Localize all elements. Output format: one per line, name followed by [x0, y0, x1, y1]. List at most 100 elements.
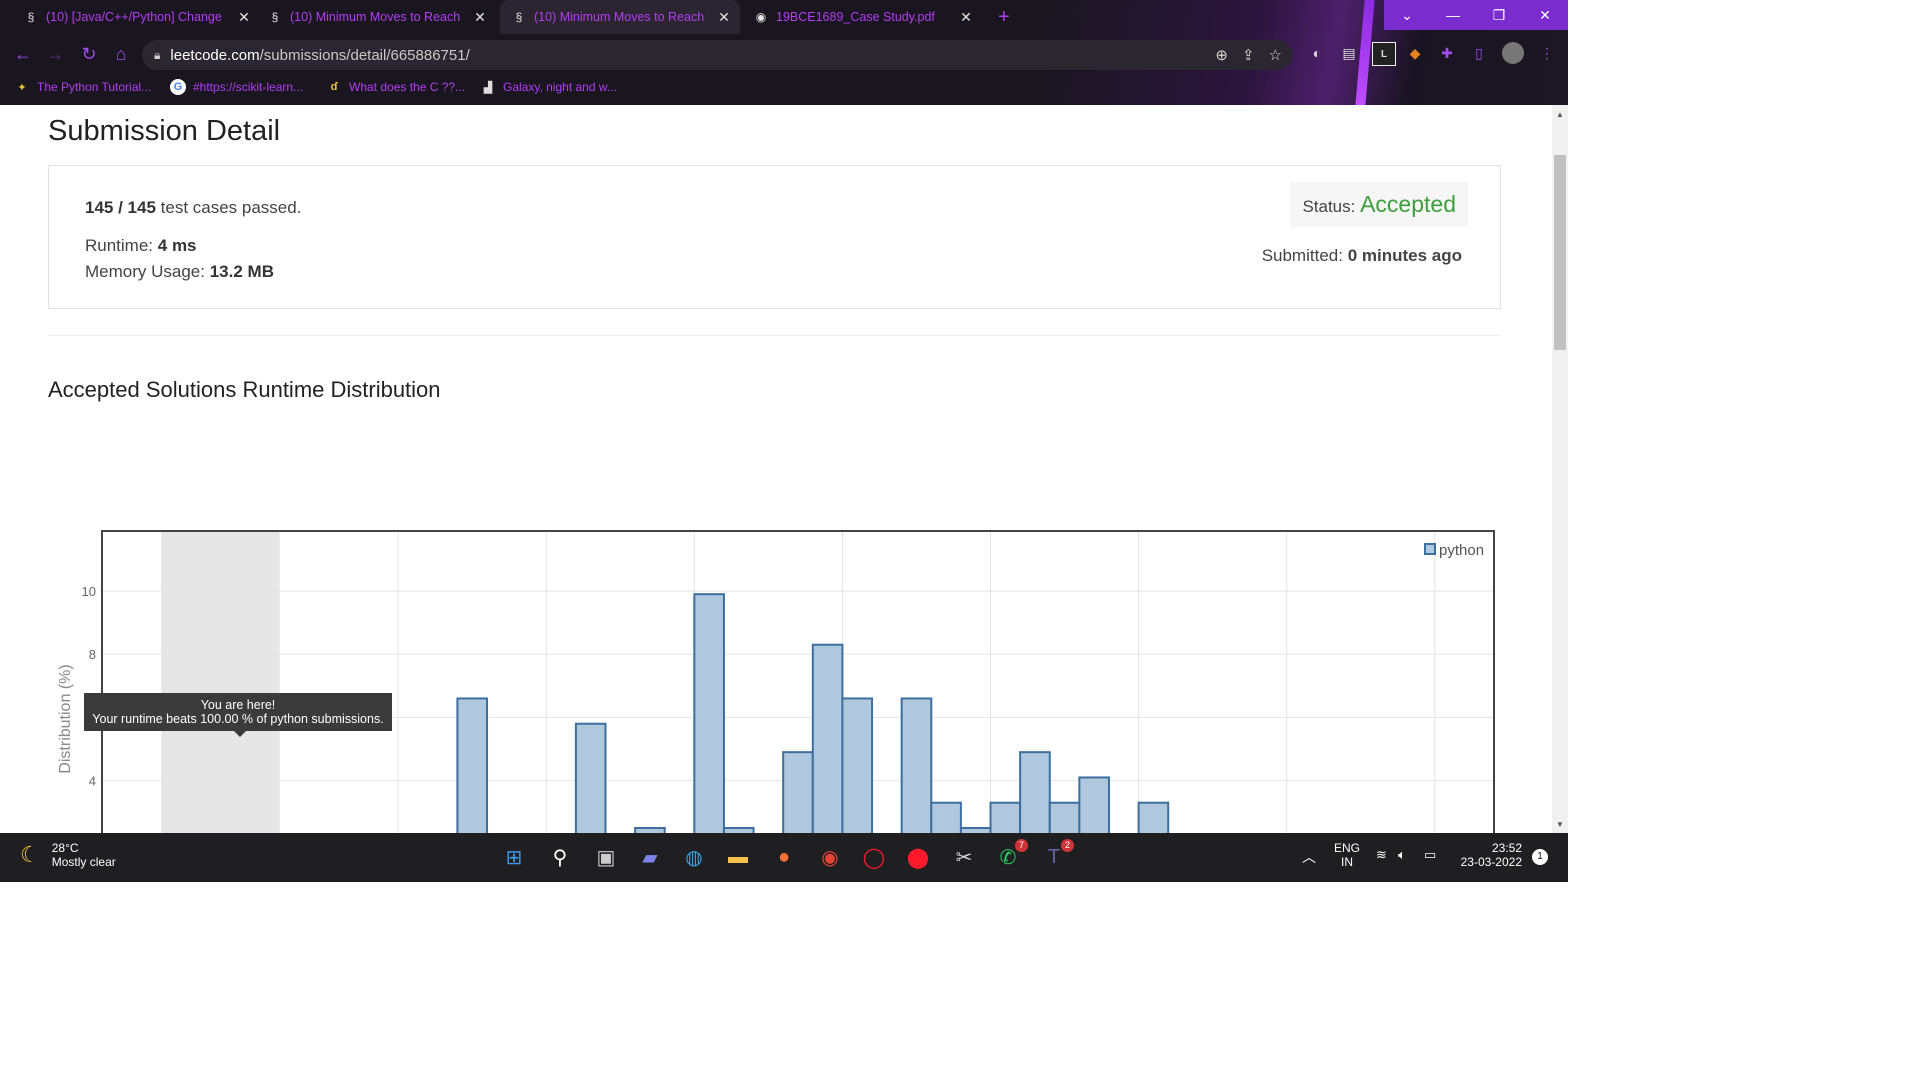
weather-widget[interactable]: ☾ 28°C Mostly clear [20, 841, 116, 869]
opera-icon[interactable]: ⬤ [906, 846, 930, 869]
whatsapp-badge: 7 [1015, 839, 1028, 852]
search-icon[interactable]: ⚲ [552, 846, 568, 869]
omnibox-actions: ⊕ ⇪ ☆ [1215, 46, 1282, 64]
close-icon[interactable]: ✕ [474, 8, 486, 25]
histogram-bar[interactable] [1137, 801, 1170, 833]
opera-gx-icon[interactable]: ◯ [862, 846, 886, 869]
histogram-bar[interactable] [1048, 801, 1081, 833]
close-icon[interactable]: ✕ [238, 8, 250, 25]
whatsapp-icon[interactable]: ✆ 7 [994, 839, 1028, 871]
restore-button[interactable]: ❐ [1492, 6, 1506, 23]
url-path: /submissions/detail/665886751/ [259, 46, 470, 64]
status-value[interactable]: Accepted [1360, 191, 1456, 217]
histogram-bar[interactable] [989, 801, 1022, 833]
scroll-thumb[interactable] [1554, 155, 1566, 350]
snipping-tool-icon[interactable]: ✂ [955, 846, 973, 869]
menu-icon[interactable]: ⋮ [1540, 44, 1554, 61]
edge-icon[interactable]: ◍ [685, 846, 703, 869]
histogram-bar[interactable] [782, 751, 814, 833]
forward-icon[interactable]: → [46, 43, 64, 64]
lh-extension-icon[interactable]: L [1372, 42, 1396, 66]
y-tick-label: 4 [89, 774, 96, 789]
language-indicator[interactable]: ENG IN [1334, 841, 1360, 869]
histogram-bar[interactable] [1019, 751, 1051, 833]
firefox-icon[interactable]: ● [777, 845, 791, 868]
wifi-icon[interactable]: ≋ [1376, 847, 1387, 862]
zoom-icon[interactable]: ⊕ [1215, 47, 1228, 64]
tab-3-active[interactable]: § (10) Minimum Moves to Reach T ✕ [500, 0, 740, 34]
histogram-bar[interactable] [634, 827, 666, 833]
histogram-bar[interactable] [811, 643, 844, 833]
browser-toolbar: ← → ↻ ⌂ 🔒︎ leetcode.com/submissions/deta… [0, 36, 1568, 72]
battery-icon[interactable]: ▭ [1424, 847, 1437, 862]
bookmark-label: What does the C ??... [349, 80, 466, 94]
histogram-bar[interactable] [693, 593, 725, 833]
puzzle-icon[interactable]: ✚ [1441, 44, 1453, 61]
submitted-label: Submitted: [1261, 246, 1343, 265]
tab-search-icon[interactable]: ⌄ [1401, 6, 1413, 23]
address-bar[interactable]: 🔒︎ leetcode.com/submissions/detail/66588… [142, 40, 1292, 70]
volume-icon[interactable]: 🔈︎ [1398, 847, 1406, 862]
tab-4[interactable]: ◉ 19BCE1689_Case Study.pdf ✕ [742, 0, 982, 34]
home-icon[interactable]: ⌂ [115, 43, 127, 64]
bookmark-scikit-learn[interactable]: G #https://scikit-learn... [170, 74, 303, 100]
test-cases-suffix: test cases passed. [160, 198, 302, 217]
page-scrollbar[interactable]: ▲ ▼ [1552, 105, 1568, 833]
new-tab-button[interactable]: + [998, 6, 1010, 28]
windows-start-icon[interactable]: ⊞ [505, 846, 523, 869]
histogram-bar[interactable] [456, 697, 489, 833]
dark-mode-extension-icon[interactable]: ◐ [1312, 45, 1322, 61]
runtime-line: Runtime: 4 ms [85, 236, 197, 256]
teams-badge: 2 [1061, 839, 1074, 852]
bookmark-python-tutorial[interactable]: ✦ The Python Tutorial... [14, 74, 151, 100]
temperature: 28°C [51, 841, 79, 855]
tab-1[interactable]: § (10) [Java/C++/Python] Change ✕ [12, 0, 260, 34]
runtime-label: Runtime: [85, 236, 154, 255]
bookmark-galaxy[interactable]: ▟ Galaxy, night and w... [480, 74, 617, 100]
task-view-icon[interactable]: ▣ [596, 846, 616, 869]
file-explorer-icon[interactable]: ▬ [728, 845, 748, 868]
legend-label-python[interactable]: python [1439, 542, 1484, 559]
close-window-button[interactable]: ✕ [1539, 6, 1551, 23]
extension-icon[interactable]: ▤ [1342, 44, 1356, 61]
metamask-icon[interactable]: ◆ [1409, 44, 1421, 61]
histogram-bar[interactable] [959, 827, 992, 833]
sidebar-icon[interactable]: ▯ [1475, 44, 1483, 61]
histogram-bar[interactable] [1078, 776, 1110, 833]
tab-2[interactable]: § (10) Minimum Moves to Reach T ✕ [256, 0, 496, 34]
window-controls: ⌄ — ❐ ✕ [1384, 0, 1568, 30]
runtime-value: 4 ms [157, 236, 197, 255]
chat-icon[interactable]: ▰ [642, 846, 658, 869]
bookmarks-bar: ✦ The Python Tutorial... G #https://scik… [0, 74, 1568, 100]
reload-icon[interactable]: ↻ [81, 43, 97, 64]
notification-badge[interactable]: 1 [1532, 849, 1548, 865]
histogram-bar[interactable] [574, 722, 607, 833]
chevron-up-icon[interactable]: ︿ [1302, 849, 1316, 865]
histogram-bar[interactable] [722, 827, 755, 833]
histogram-bar[interactable] [900, 697, 933, 833]
tab-title: (10) Minimum Moves to Reach T [534, 10, 708, 24]
status-label: Status: [1302, 197, 1356, 216]
close-icon[interactable]: ✕ [960, 8, 972, 25]
share-icon[interactable]: ⇪ [1241, 47, 1255, 64]
scroll-down-arrow[interactable]: ▼ [1556, 820, 1564, 829]
profile-avatar[interactable] [1502, 42, 1524, 64]
histogram-bar[interactable] [841, 697, 874, 833]
back-icon[interactable]: ← [14, 43, 32, 64]
chrome-icon[interactable]: ◉ [821, 846, 839, 869]
bookmark-what-does-c[interactable]: ɗ What does the C ??... [326, 74, 465, 100]
leetcode-icon: § [271, 10, 279, 24]
moon-icon: ☾ [20, 842, 40, 867]
status-badge: Status: Accepted [1290, 182, 1468, 227]
clock[interactable]: 23:52 23-03-2022 [1456, 841, 1522, 869]
minimize-button[interactable]: — [1446, 7, 1460, 23]
star-icon[interactable]: ☆ [1268, 47, 1282, 64]
google-icon: G [170, 79, 186, 95]
tab-title: 19BCE1689_Case Study.pdf [776, 10, 935, 24]
histogram-bar[interactable] [930, 801, 962, 833]
runtime-distribution-chart[interactable]: 051015202530354045246810Distribution (%)… [40, 421, 1510, 833]
scroll-up-arrow[interactable]: ▲ [1556, 110, 1564, 119]
close-icon[interactable]: ✕ [718, 8, 730, 25]
y-axis-label: Distribution (%) [57, 664, 74, 773]
